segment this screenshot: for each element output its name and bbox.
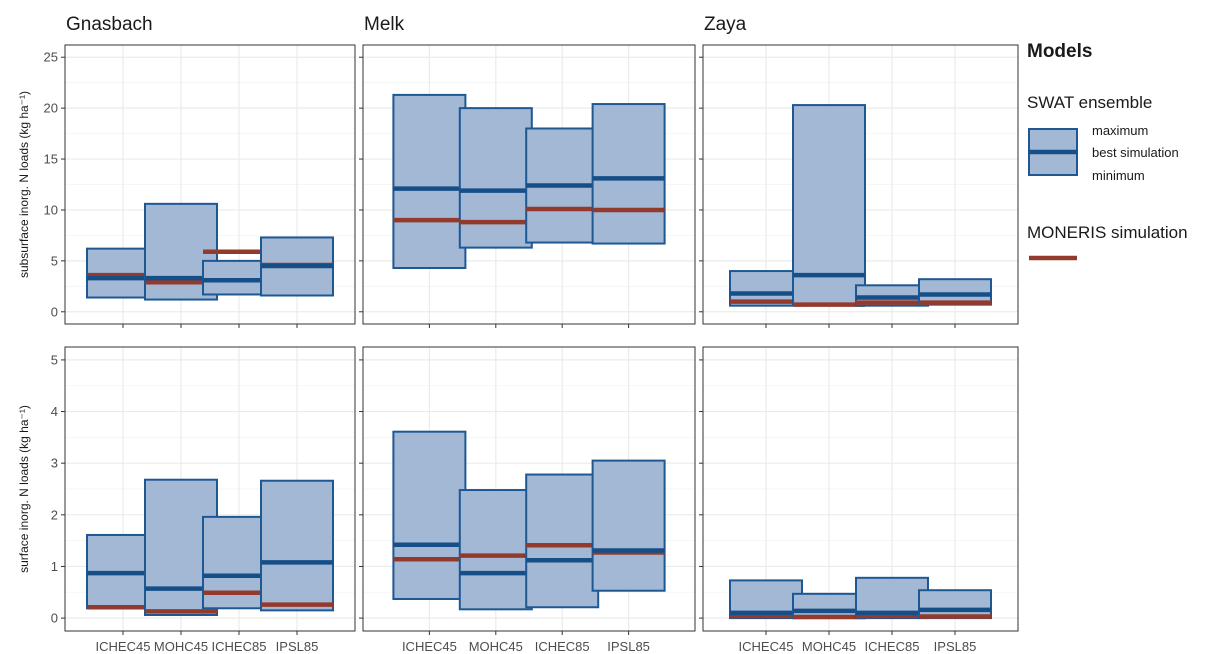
y-tick-label: 15 <box>44 152 58 167</box>
x-tick-label: ICHEC85 <box>865 639 920 654</box>
x-tick-label: MOHC45 <box>154 639 208 654</box>
panel-border <box>64 346 356 632</box>
swat-range-box-ipsl85 <box>918 589 992 620</box>
legend-swat-minimum: minimum <box>1092 168 1145 183</box>
swat-range-box-ipsl85 <box>260 479 334 612</box>
panel-melk-subsurface <box>359 44 696 328</box>
swat-range-box-mohc45 <box>458 489 533 611</box>
y-tick-label: 20 <box>44 101 58 116</box>
y-tick-label: 5 <box>51 352 58 367</box>
y-tick-label: 2 <box>51 507 58 522</box>
y-tick-label: 0 <box>51 611 58 626</box>
x-tick-label: ICHEC85 <box>212 639 267 654</box>
panel-border <box>362 346 696 632</box>
x-tick-label: ICHEC45 <box>96 639 151 654</box>
panel-gnasbach-subsurface <box>64 44 356 328</box>
swat-range-box-mohc45 <box>458 107 533 249</box>
panel-zaya-surface <box>699 346 1019 635</box>
y-tick-label: 10 <box>44 202 58 217</box>
x-tick-label: MOHC45 <box>802 639 856 654</box>
y-tick-label: 25 <box>44 50 58 65</box>
swat-range-box-mohc45 <box>792 104 866 306</box>
legend-swat-best: best simulation <box>1092 145 1179 160</box>
swat-range-box-ichec45 <box>392 430 467 600</box>
y-tick-label: 3 <box>51 456 58 471</box>
x-tick-label: ICHEC85 <box>535 639 590 654</box>
x-tick-label: IPSL85 <box>276 639 319 654</box>
swat-range-box-mohc45 <box>792 592 866 620</box>
panel-border <box>702 44 1019 325</box>
panel-gnasbach-surface <box>64 346 356 635</box>
x-tick-label: IPSL85 <box>607 639 650 654</box>
panel-border <box>362 44 696 325</box>
swat-range-box-ichec85 <box>525 473 600 609</box>
legend-title: Models <box>1027 41 1092 62</box>
x-tick-label: ICHEC45 <box>402 639 457 654</box>
panel-melk-surface <box>359 346 696 635</box>
y-tick-label: 4 <box>51 404 58 419</box>
legend-moneris-title: MONERIS simulation <box>1027 223 1188 242</box>
panel-zaya-subsurface <box>699 44 1019 328</box>
x-tick-label: IPSL85 <box>934 639 977 654</box>
swat-range-box-ipsl85 <box>591 459 666 592</box>
legend-swat-maximum: maximum <box>1092 123 1148 138</box>
y-tick-label: 5 <box>51 253 58 268</box>
x-tick-label: ICHEC45 <box>739 639 794 654</box>
y-tick-label: 0 <box>51 304 58 319</box>
y-tick-label: 1 <box>51 559 58 574</box>
legend-swat-title: SWAT ensemble <box>1027 93 1152 112</box>
panel-border <box>64 44 356 325</box>
panel-title-melk: Melk <box>364 14 405 35</box>
x-tick-label: MOHC45 <box>469 639 523 654</box>
y-axis-label-2: surface inorg. N loads (kg ha⁻¹) <box>17 405 31 573</box>
swat-range-box-ichec45 <box>392 93 467 269</box>
y-axis-label-1: subsurface inorg. N loads (kg ha⁻¹) <box>17 91 31 278</box>
panel-title-zaya: Zaya <box>704 14 747 35</box>
panel-border <box>702 346 1019 632</box>
swat-range-box-ipsl85 <box>591 103 666 245</box>
panel-title-gnasbach: Gnasbach <box>66 14 153 35</box>
